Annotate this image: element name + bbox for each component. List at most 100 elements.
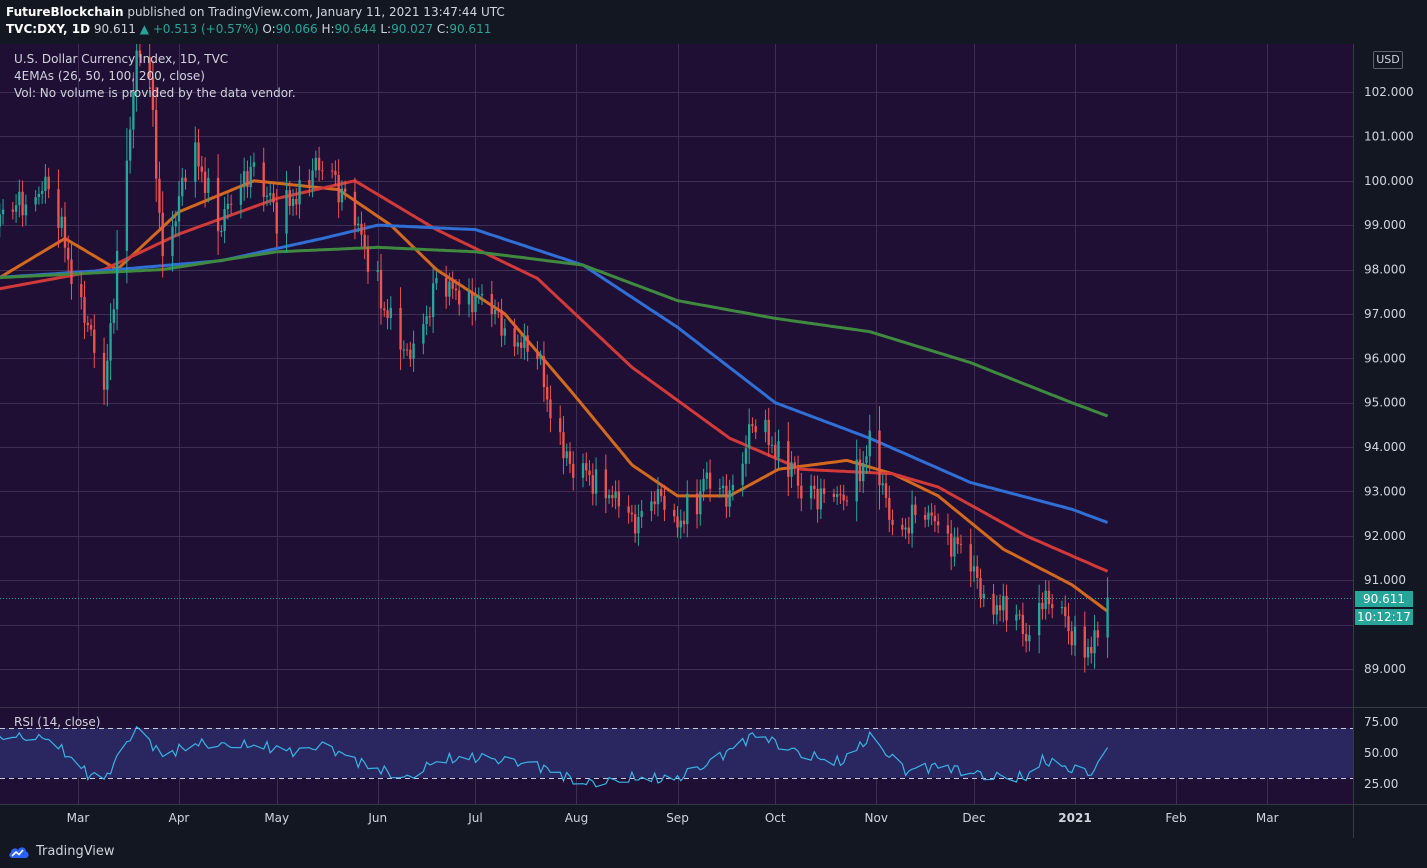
candle-body — [819, 488, 823, 510]
candle-body — [158, 178, 161, 213]
candle-body — [630, 512, 634, 515]
candle-body — [519, 342, 523, 348]
rsi-band-fill — [0, 728, 1353, 778]
time-tick-label: Mar — [1256, 811, 1279, 825]
rsi-legend[interactable]: RSI (14, close) — [14, 715, 101, 729]
candle-body — [731, 484, 735, 491]
candle-body — [171, 226, 174, 257]
candle-body — [865, 456, 868, 463]
rsi-tick-label: 75.00 — [1364, 715, 1398, 729]
candle-body — [242, 171, 246, 188]
candle-body — [927, 512, 930, 520]
candle-body — [200, 166, 203, 172]
price-axis[interactable]: 102.000 101.000 100.000 99.000 98.000 97.000 9… — [1364, 85, 1414, 791]
price-tick-label: 99.000 — [1364, 218, 1406, 232]
candle-body — [904, 527, 907, 530]
candle-body — [1015, 614, 1018, 621]
candle-body — [754, 426, 757, 433]
candle-body — [914, 504, 917, 515]
candle-body — [181, 177, 184, 197]
candle-body — [18, 191, 21, 206]
candle-body — [451, 281, 454, 289]
candle-body — [1028, 635, 1031, 642]
candle-body — [923, 514, 927, 520]
tradingview-logo[interactable]: TradingView — [8, 844, 115, 859]
candle-body — [89, 325, 93, 330]
candlesticks — [0, 29, 1109, 673]
candle-body — [705, 472, 708, 479]
legend-volume[interactable]: Vol: No volume is provided by the data v… — [14, 86, 296, 100]
candle-body — [216, 177, 220, 232]
candle-body — [14, 205, 18, 212]
candle-body — [363, 234, 366, 248]
candle-body — [334, 170, 337, 176]
candle-body — [288, 190, 291, 206]
candle-body — [1005, 595, 1008, 621]
candle-body — [842, 494, 845, 501]
candle-body — [184, 177, 187, 182]
candle-body — [409, 349, 412, 359]
candle-body — [946, 525, 950, 534]
candle-body — [881, 483, 884, 486]
candle-body — [594, 469, 598, 494]
candle-body — [565, 451, 568, 459]
candle-body — [526, 335, 529, 352]
candle-body — [366, 247, 370, 272]
candle-body — [959, 543, 963, 545]
author-name[interactable]: FutureBlockchain — [6, 5, 124, 19]
currency-badge[interactable]: USD — [1373, 51, 1403, 69]
candle-body — [682, 520, 686, 525]
candle-body — [562, 432, 565, 459]
candle-body — [128, 129, 132, 161]
candle-body — [474, 296, 477, 313]
legend-ema[interactable]: 4EMAs (26, 50, 100, 200, close) — [14, 69, 205, 83]
candle-body — [858, 459, 862, 482]
candle-body — [640, 510, 643, 518]
price-tick-label: 93.000 — [1364, 484, 1406, 498]
candle-body — [1073, 626, 1077, 646]
candle-body — [1047, 590, 1051, 605]
candle-body — [637, 517, 640, 534]
last-price-tag: 90.611 — [1355, 590, 1413, 607]
time-axis[interactable]: Mar Apr May Jun Jul Aug Sep Oct Nov Dec 2021 Feb Mar — [67, 811, 1279, 825]
candle-body — [572, 463, 575, 478]
candle-body — [839, 494, 842, 496]
candle-body — [412, 343, 415, 359]
candle-body — [1051, 604, 1054, 609]
candle-body — [559, 418, 562, 433]
price-tick-label: 89.000 — [1364, 662, 1406, 676]
price-tick-label: 94.000 — [1364, 440, 1406, 454]
ema-26-line — [0, 179, 1109, 613]
candle-body — [549, 399, 552, 419]
candle-body — [454, 288, 458, 291]
publication-header: FutureBlockchain published on TradingVie… — [0, 0, 1427, 44]
legend-title[interactable]: U.S. Dollar Currency Index, 1D, TVC — [14, 52, 229, 66]
candle-body — [888, 497, 891, 520]
candle-body — [223, 209, 226, 231]
candle-body — [47, 176, 50, 190]
candle-body — [581, 463, 585, 478]
candle-body — [265, 195, 269, 197]
candle-body — [679, 520, 682, 528]
rsi-tick-label: 50.00 — [1364, 746, 1398, 760]
candle-body — [112, 309, 116, 323]
candle-body — [725, 485, 728, 507]
candle-body — [135, 50, 138, 92]
candle-body — [422, 324, 425, 344]
candle-body — [1037, 602, 1041, 636]
candle-body — [901, 524, 904, 530]
candle-body — [60, 216, 63, 228]
candle-body — [796, 468, 800, 486]
ema-100-line — [0, 223, 1109, 524]
candle-body — [855, 459, 858, 502]
candle-body — [109, 322, 112, 361]
candle-body — [1064, 606, 1067, 617]
rsi-tick-label: 25.00 — [1364, 777, 1398, 791]
candle-body — [884, 483, 888, 498]
rsi-line — [0, 725, 1109, 788]
close-label: C: — [436, 22, 450, 36]
candle-body — [275, 202, 278, 234]
candle-body — [83, 297, 86, 323]
candle-body — [777, 441, 780, 458]
